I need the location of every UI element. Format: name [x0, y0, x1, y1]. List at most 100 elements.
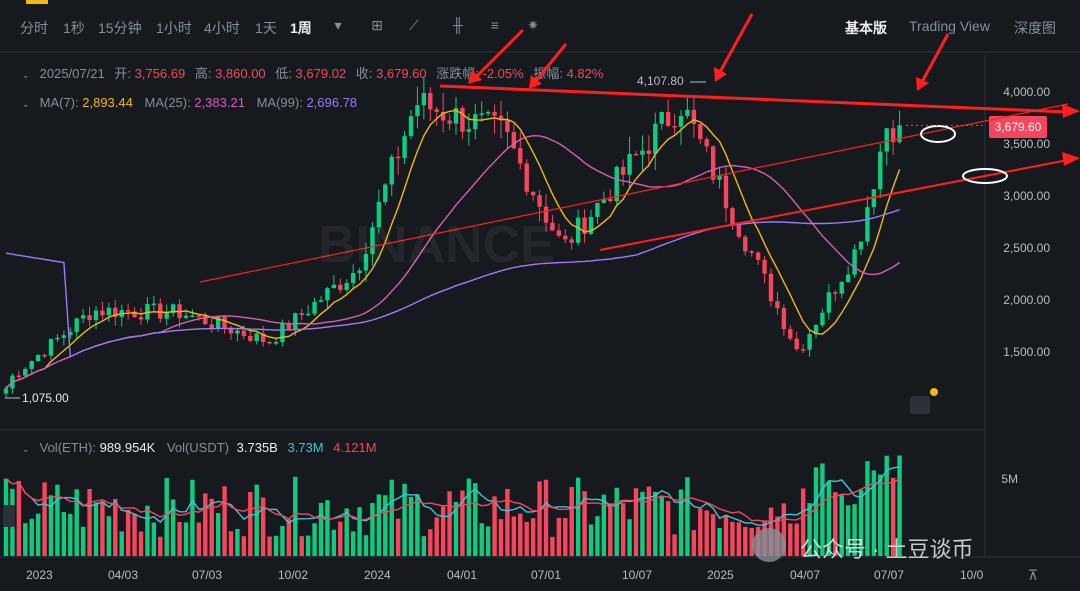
volume-bar — [151, 522, 157, 556]
candle-body — [569, 239, 574, 243]
volume-bar — [498, 519, 504, 556]
pointer-arrow-line — [473, 28, 525, 80]
watermark-account: 公众号 · 土豆谈币 — [800, 537, 974, 562]
tf-1h[interactable]: 1小时 — [156, 20, 192, 36]
volume-bar — [222, 486, 227, 556]
support-trendline — [599, 159, 1069, 251]
high-annotation: 4,107.80 — [637, 74, 684, 88]
candle-body — [884, 128, 889, 152]
candle-body — [434, 109, 439, 112]
candle-body — [61, 335, 67, 338]
volume-bar — [415, 494, 420, 556]
candle-body — [563, 235, 568, 240]
candle-body — [556, 230, 562, 236]
tf-1d[interactable]: 1天 — [255, 20, 277, 36]
candle-body — [344, 282, 349, 290]
volume-bar — [556, 517, 562, 556]
volume-bar — [447, 491, 452, 556]
volume-bar — [884, 455, 889, 556]
volume-bar — [665, 501, 671, 556]
candle-body — [241, 330, 247, 337]
volume-bar — [736, 522, 742, 556]
candle-body — [421, 92, 427, 106]
volume-bar — [286, 519, 292, 556]
tf-1w[interactable]: 1周 — [290, 20, 312, 36]
candle-body — [640, 150, 645, 155]
volume-bar — [743, 526, 748, 556]
candle-body — [550, 222, 555, 231]
candle-body — [485, 111, 491, 114]
volume-bar — [100, 501, 105, 556]
candle-body — [588, 216, 594, 234]
candle-body — [280, 323, 285, 343]
candle-body — [672, 125, 677, 128]
volume-bar — [215, 513, 221, 556]
collapse-vol-icon[interactable]: ⌄ — [22, 444, 30, 454]
arrowhead — [714, 67, 727, 82]
volume-bar — [640, 491, 645, 556]
candle-body — [190, 315, 195, 318]
close-value: 3,679.60 — [376, 66, 427, 81]
volume-bar — [273, 535, 279, 556]
candle-body — [479, 113, 484, 115]
candle-body — [3, 388, 9, 394]
candlestick-icon[interactable]: ╫ — [453, 17, 463, 33]
tf-1s[interactable]: 1秒 — [63, 20, 85, 36]
tab-depth[interactable]: 深度图 — [1014, 20, 1056, 36]
volume-bar — [338, 521, 343, 556]
candle-body — [305, 313, 311, 316]
candle-body — [794, 338, 799, 350]
tab-tradingview[interactable]: Trading View — [909, 18, 990, 34]
ma99-value: 2,696.78 — [306, 95, 358, 110]
ma25-label: MA(25): — [144, 95, 191, 110]
volume-bar — [826, 481, 832, 556]
chart-type-icon[interactable]: ⊞ — [371, 17, 383, 33]
volume-bar — [575, 477, 581, 556]
tf-4h[interactable]: 4小时 — [204, 20, 240, 36]
candle-body — [113, 307, 118, 318]
arrowhead — [916, 77, 929, 91]
volume-bar — [685, 477, 690, 556]
volume-bar — [839, 495, 844, 556]
volume-bar — [350, 531, 356, 556]
tf-15m[interactable]: 15分钟 — [98, 20, 142, 36]
volume-bar — [125, 510, 131, 556]
ma7-value: 2,893.44 — [82, 95, 133, 110]
volume-bar — [370, 503, 375, 556]
indicator-icon[interactable]: ⟋ — [409, 17, 419, 33]
volume-bar — [678, 489, 684, 556]
date-tick: 04/07 — [790, 568, 821, 582]
date-tick: 04/03 — [108, 568, 139, 582]
price-tick: 3,000.00 — [1003, 189, 1050, 203]
candle-body — [370, 227, 375, 255]
collapse-ma-icon[interactable]: ⌄ — [22, 99, 30, 109]
volume-bar — [440, 506, 446, 556]
low-annotation: 1,075.00 — [22, 391, 69, 405]
ma7-label: MA(7): — [39, 95, 79, 110]
candle-body — [627, 153, 632, 175]
volume-bar — [106, 516, 112, 556]
axis-settings-icon[interactable]: ⊼ — [1027, 567, 1039, 583]
upper-channel-line — [199, 103, 1069, 283]
volume-bar — [845, 505, 851, 556]
candle-body — [293, 313, 298, 330]
drawing-icon[interactable]: ≡ — [490, 17, 500, 33]
candle-body — [273, 342, 279, 344]
volume-bar — [376, 494, 382, 556]
volume-bar — [235, 528, 240, 556]
collapse-icon[interactable]: ⌄ — [22, 70, 30, 80]
volume-bar — [813, 467, 819, 556]
volume-bar — [492, 496, 497, 556]
date-tick: 07/03 — [192, 568, 223, 582]
volume-bar — [543, 479, 549, 556]
tab-basic[interactable]: 基本版 — [845, 20, 887, 36]
brand-accent — [26, 0, 48, 4]
high-value: 3,860.00 — [215, 66, 266, 81]
volume-bar — [395, 518, 401, 556]
dropdown-icon[interactable]: ▾ — [334, 17, 342, 33]
tf-intraday[interactable]: 分时 — [20, 20, 48, 36]
volume-bar — [730, 521, 735, 556]
settings-icon[interactable]: ✷ — [527, 17, 539, 33]
candle-body — [440, 111, 446, 121]
